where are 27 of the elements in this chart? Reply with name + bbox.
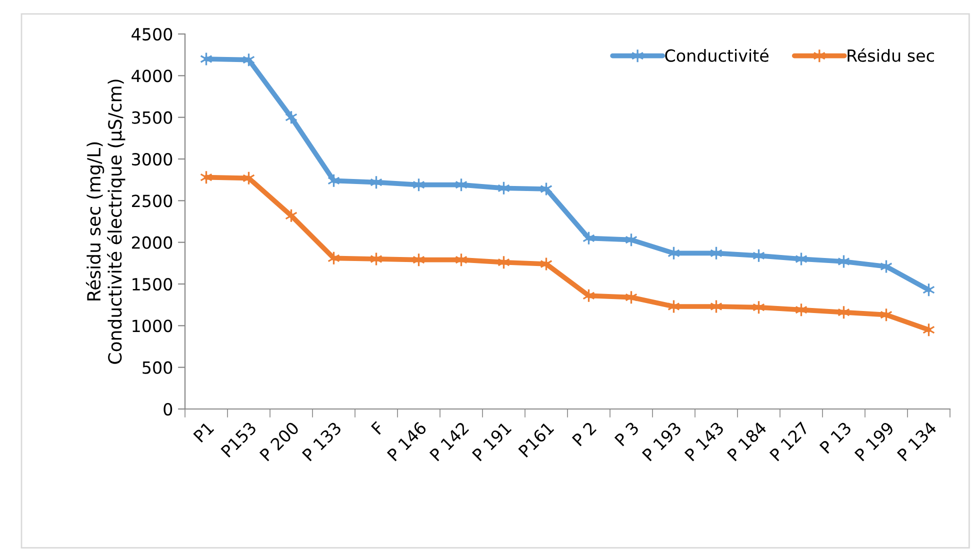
- y-tick-label: 500: [142, 361, 172, 374]
- x-tick-label: P 143: [684, 421, 724, 462]
- y-tick-label: 4000: [132, 70, 172, 82]
- x-tick-label: P 3: [614, 421, 640, 446]
- x-tick-label: P 142: [429, 422, 470, 462]
- legend-label: Conductivité: [665, 48, 769, 62]
- x-tick-label: P1: [193, 422, 214, 443]
- x-tick-label: F: [370, 421, 385, 435]
- legend-label: Résidu sec: [848, 48, 934, 62]
- x-tick-label: P 146: [386, 421, 428, 462]
- y-tick-label: 3000: [132, 152, 172, 166]
- x-tick-label: P 133: [302, 421, 342, 462]
- y-tick-label: 2000: [132, 236, 172, 249]
- x-tick-label: P 193: [642, 421, 682, 462]
- x-tick-label: P 13: [819, 421, 852, 454]
- y-tick-label: 4500: [132, 28, 172, 41]
- y-tick-label: 1500: [132, 278, 172, 291]
- y-tick-label: 3500: [132, 111, 172, 124]
- y-tick-label: 2500: [132, 194, 172, 208]
- x-tick-label: P 199: [854, 421, 895, 462]
- x-tick-label: P 184: [726, 420, 768, 462]
- x-tick-label: P 191: [472, 421, 512, 462]
- y-tick-label: 1000: [132, 320, 172, 332]
- x-tick-label: P 134: [896, 420, 938, 462]
- y-tick-label: 0: [164, 402, 172, 416]
- x-tick-label: P 2: [572, 422, 597, 446]
- y-axis-title: Résidu sec (mg/L) Conductivité électrique (µS/cm): [86, 80, 126, 364]
